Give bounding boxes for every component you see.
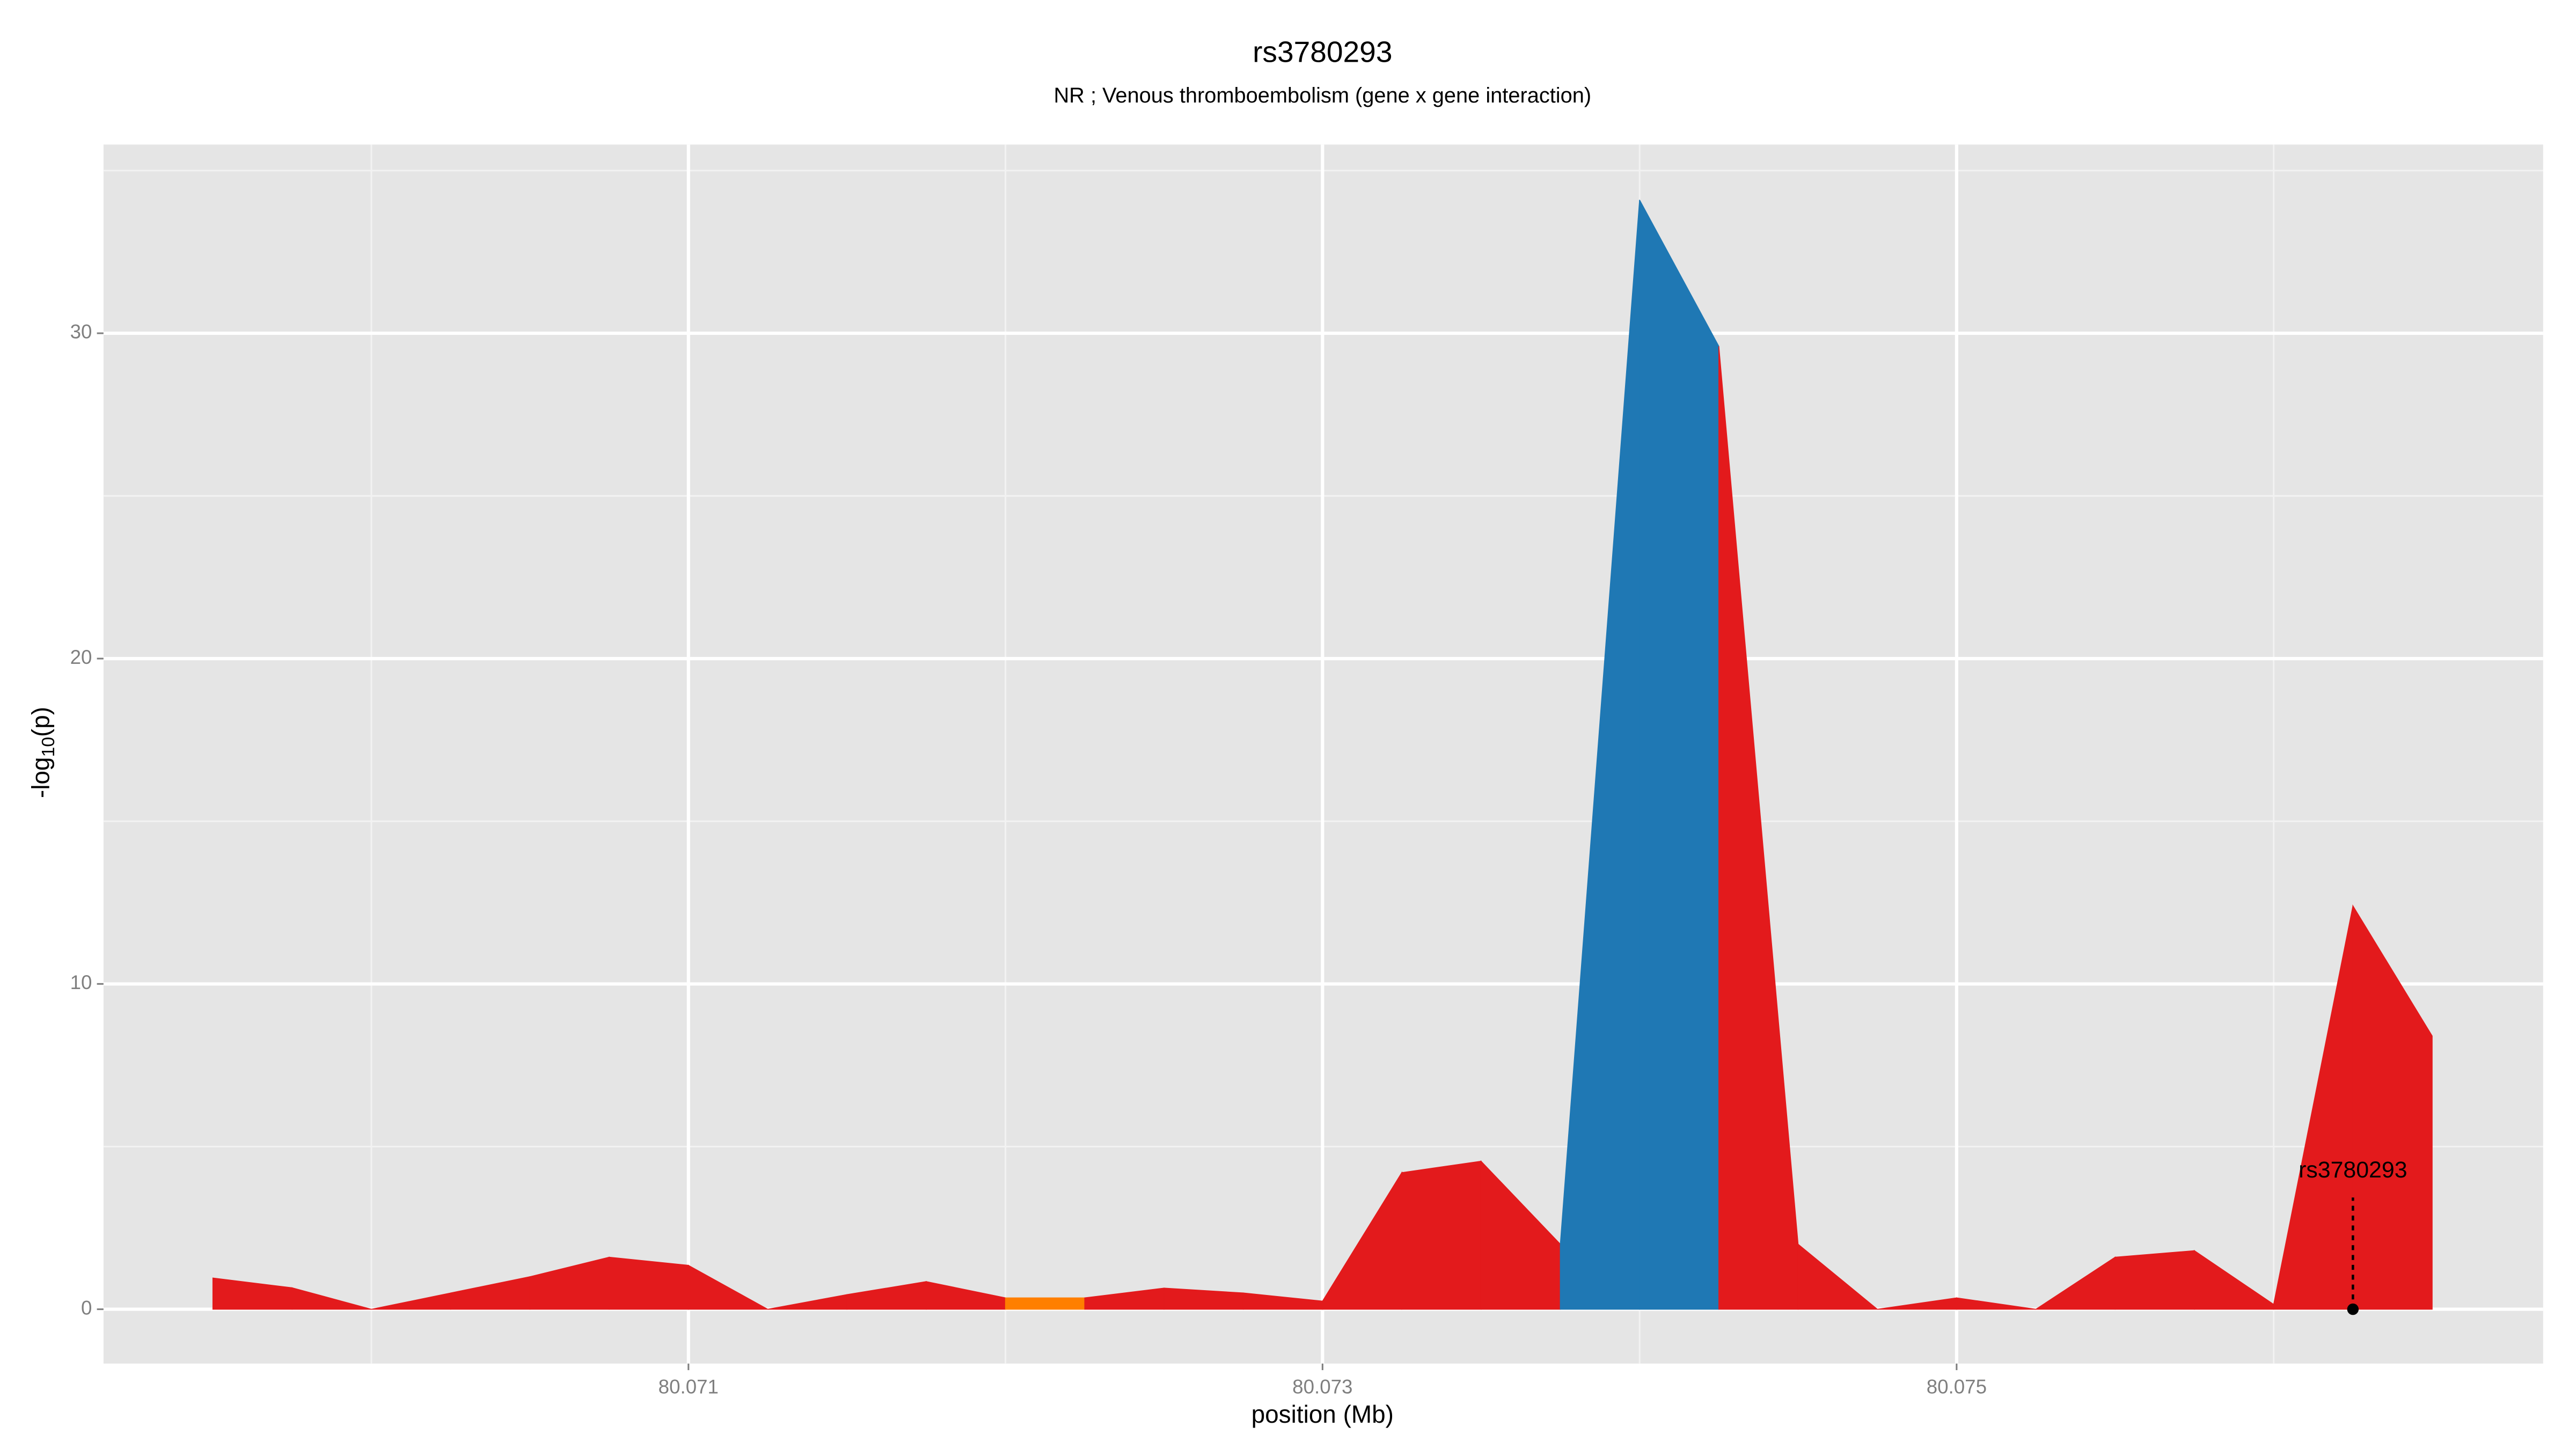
area-segment [1639, 200, 1719, 1310]
area-segment [2114, 1250, 2195, 1310]
area-segment [1401, 1160, 1482, 1310]
area-segment [1005, 1297, 1086, 1310]
area-segment [688, 1264, 770, 1310]
y-tick-label: 30 [70, 321, 92, 343]
x-tick-label: 80.071 [658, 1375, 719, 1397]
y-label-sub: 10 [39, 737, 58, 757]
x-axis-label: position (Mb) [1252, 1400, 1394, 1428]
area-segment [291, 1287, 372, 1310]
y-tick-label: 20 [70, 646, 92, 668]
area-segment [1797, 1243, 1879, 1310]
y-axis-label: -log10(p) [27, 707, 58, 798]
chart-subtitle: NR ; Venous thromboembolism (gene x gene… [1053, 84, 1591, 107]
annotation-label: rs3780293 [2299, 1157, 2407, 1183]
area-segment [2352, 904, 2433, 1310]
area-segment [609, 1256, 689, 1310]
y-tick-label: 0 [81, 1297, 92, 1319]
x-tick-label: 80.073 [1292, 1375, 1352, 1397]
y-label-part: -log [27, 757, 55, 799]
y-tick-label: 10 [70, 971, 92, 993]
area-segment [1956, 1297, 2036, 1310]
x-tick-label: 80.075 [1927, 1375, 1987, 1397]
y-label-part: (p) [27, 707, 55, 737]
chart-title: rs3780293 [1253, 35, 1392, 69]
annotation-point [2347, 1303, 2359, 1315]
